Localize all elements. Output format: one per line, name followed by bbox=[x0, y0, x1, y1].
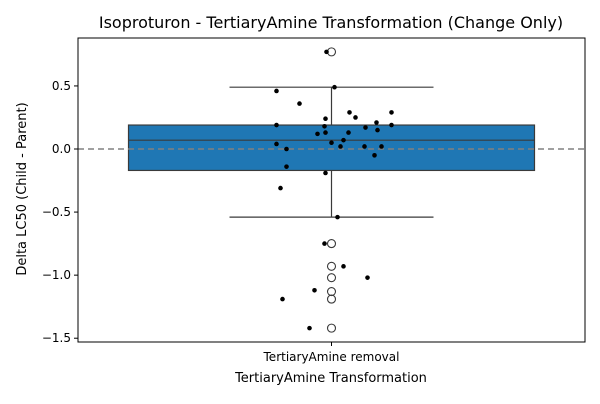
data-point bbox=[274, 141, 279, 147]
data-point bbox=[307, 325, 312, 331]
y-tick-label: −1.0 bbox=[42, 268, 71, 282]
y-tick-label: 0.5 bbox=[52, 79, 71, 93]
data-point bbox=[365, 275, 370, 280]
data-point bbox=[372, 153, 377, 158]
x-tick-label: TertiaryAmine removal bbox=[263, 350, 400, 364]
data-point bbox=[353, 115, 358, 120]
data-point bbox=[297, 101, 302, 106]
data-point bbox=[346, 130, 351, 135]
outlier-marker bbox=[326, 323, 337, 333]
data-point bbox=[389, 122, 394, 128]
y-axis-label: Delta LC50 (Child - Parent) bbox=[15, 102, 30, 275]
data-point bbox=[322, 123, 327, 129]
data-point bbox=[332, 84, 337, 90]
data-point bbox=[363, 125, 368, 130]
data-point bbox=[274, 122, 279, 128]
data-point bbox=[362, 144, 367, 149]
data-point bbox=[312, 287, 317, 293]
data-point bbox=[338, 144, 343, 149]
data-point bbox=[375, 127, 380, 133]
data-point bbox=[278, 185, 283, 191]
y-tick-label: 0.0 bbox=[52, 142, 71, 156]
data-point bbox=[347, 110, 352, 115]
data-point bbox=[329, 140, 334, 145]
data-point bbox=[315, 131, 320, 137]
x-axis-label: TertiaryAmine Transformation bbox=[234, 371, 427, 386]
data-point bbox=[389, 110, 394, 115]
data-point bbox=[323, 170, 328, 176]
data-point bbox=[284, 164, 289, 169]
data-point bbox=[374, 120, 379, 125]
data-point bbox=[324, 49, 329, 55]
data-point bbox=[284, 146, 289, 152]
data-point bbox=[280, 296, 285, 302]
data-point bbox=[322, 241, 327, 246]
outlier-marker bbox=[326, 261, 337, 271]
box-iqr bbox=[127, 124, 536, 172]
data-point bbox=[341, 137, 346, 143]
outlier-marker bbox=[326, 294, 337, 304]
plot-area: 0.5 0.0 −0.5 −1.0 −1.5 TertiaryAmine removal bbox=[42, 37, 586, 364]
y-tick-label: −0.5 bbox=[42, 205, 71, 219]
data-point bbox=[323, 130, 328, 135]
outlier-marker bbox=[326, 286, 337, 297]
data-point bbox=[323, 116, 328, 122]
data-point bbox=[341, 264, 346, 269]
outlier-marker bbox=[326, 239, 337, 249]
data-point bbox=[274, 88, 279, 94]
outlier-marker bbox=[326, 273, 337, 283]
y-tick-label: −1.5 bbox=[42, 331, 71, 345]
chart-title: Isoproturon - TertiaryAmine Transformati… bbox=[99, 13, 563, 32]
data-point bbox=[335, 214, 340, 220]
data-point bbox=[379, 144, 384, 149]
